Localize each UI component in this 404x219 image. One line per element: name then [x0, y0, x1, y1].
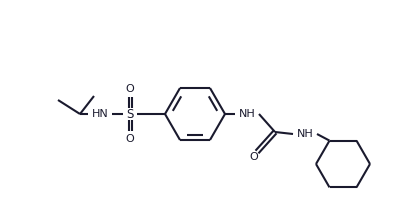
- Text: NH: NH: [239, 109, 255, 119]
- Text: O: O: [126, 84, 135, 94]
- Text: HN: HN: [92, 109, 108, 119]
- Text: NH: NH: [297, 129, 314, 139]
- Text: O: O: [126, 134, 135, 144]
- Text: S: S: [126, 108, 134, 120]
- Text: O: O: [250, 152, 259, 162]
